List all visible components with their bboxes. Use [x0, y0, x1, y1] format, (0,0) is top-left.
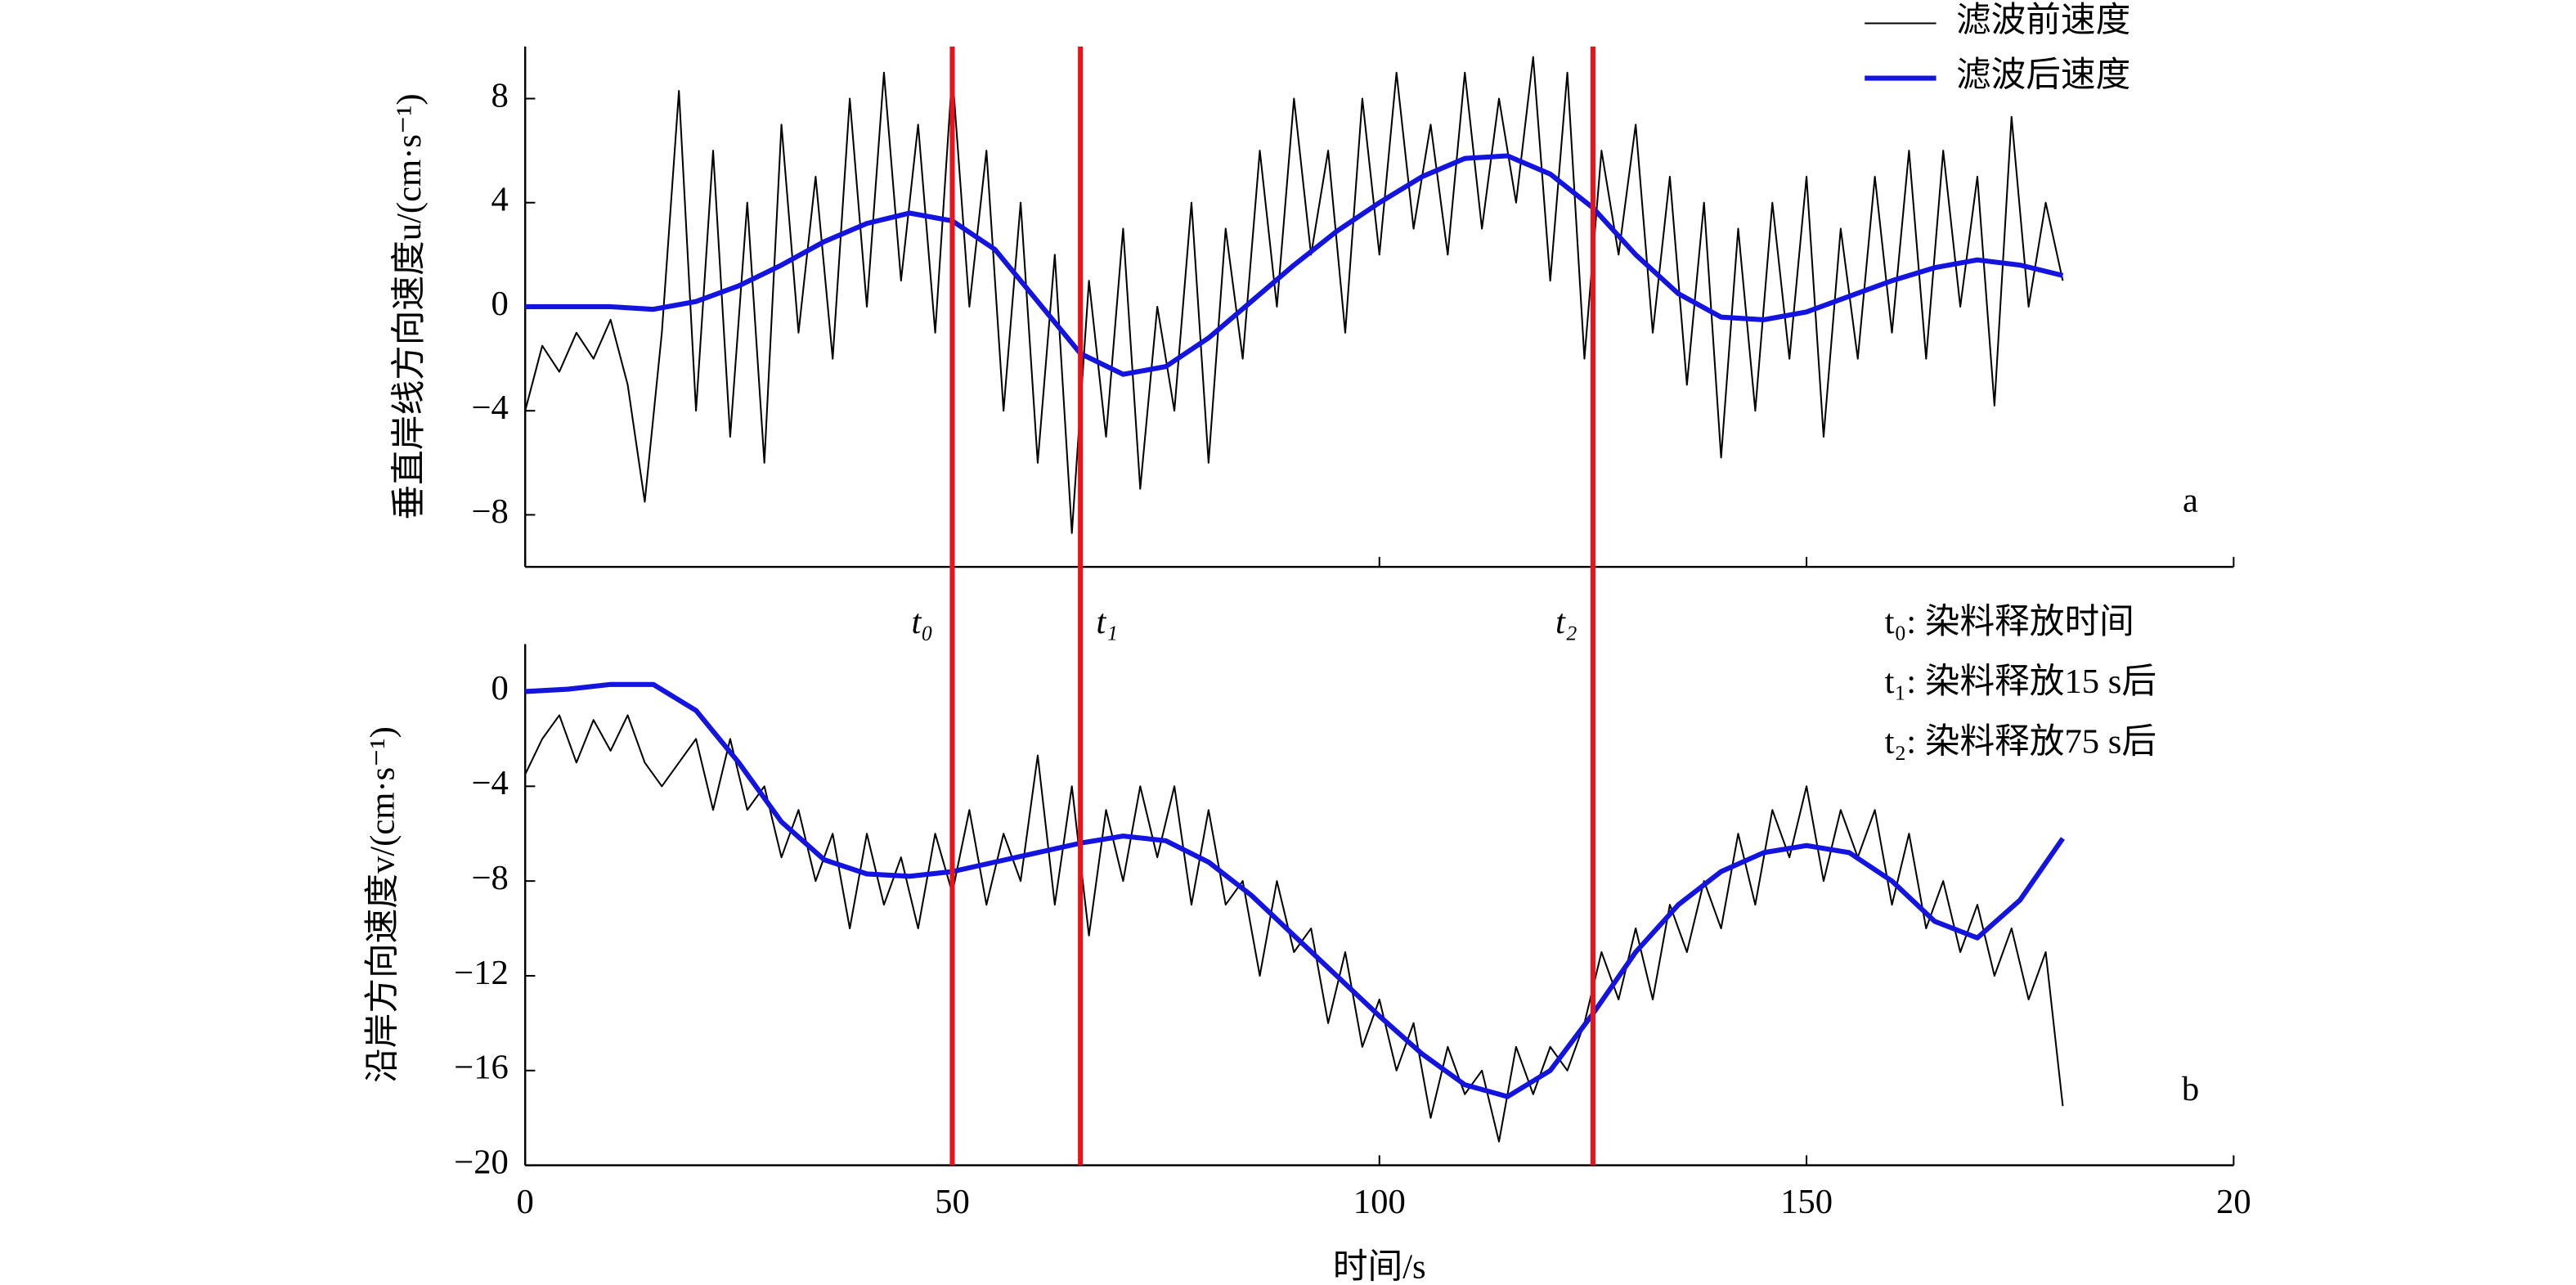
x-axis-label: 时间/s [1333, 1247, 1426, 1285]
y-tick-label: −16 [454, 1049, 509, 1087]
legend-label: 滤波前速度 [1956, 1, 2130, 39]
marker-label: t₂ [1555, 603, 1577, 641]
marker-label: t₁ [1096, 603, 1118, 641]
y-tick-label: −8 [471, 859, 508, 897]
y-tick-label: 4 [491, 181, 509, 219]
series-line [524, 56, 2064, 534]
series-line [525, 681, 2065, 1099]
y-tick-label: −4 [471, 389, 508, 427]
x-tick-label: 100 [1353, 1183, 1406, 1221]
y-tick-label: 0 [491, 285, 509, 323]
panel-label: b [2182, 1070, 2199, 1108]
y-tick-label: 0 [491, 669, 509, 708]
y-tick-label: 8 [491, 76, 509, 115]
marker-label: t₀ [912, 603, 934, 641]
series-line [524, 714, 2064, 1143]
legend-label: 滤波后速度 [1956, 56, 2130, 94]
x-tick-label: 50 [935, 1183, 970, 1221]
y-tick-label: −4 [471, 764, 508, 802]
y-tick-label: −8 [471, 492, 508, 531]
y-tick-label: −20 [454, 1143, 509, 1181]
x-tick-label: 0 [517, 1183, 534, 1221]
y-axis-label: 垂直岸线方向速度u/(cm·s⁻¹) [390, 93, 429, 519]
x-tick-label: 150 [1780, 1183, 1833, 1221]
note: t₀: 染料释放时间 [1885, 603, 2134, 641]
x-tick-label: 20 [2216, 1183, 2251, 1221]
y-axis-label: 沿岸方向速度v/(cm·s⁻¹) [363, 726, 402, 1083]
note: t₁: 染料释放15 s后 [1885, 663, 2156, 701]
panel-label: a [2183, 482, 2198, 520]
series-line [525, 153, 2064, 377]
y-tick-label: −12 [454, 954, 509, 992]
note: t₂: 染料释放75 s后 [1885, 722, 2156, 761]
